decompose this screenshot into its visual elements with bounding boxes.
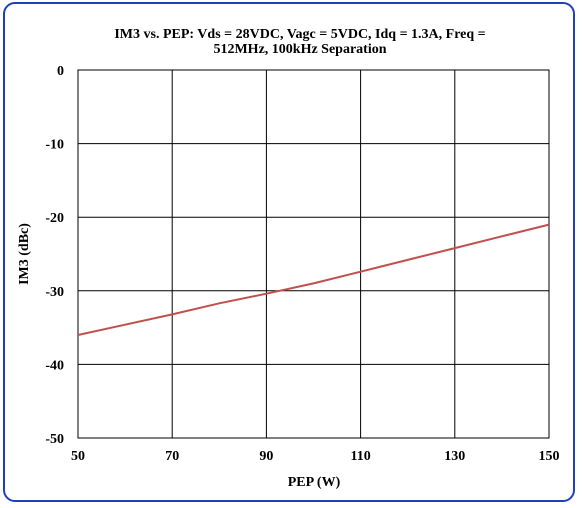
x-tick-label-5: 150 [539, 449, 560, 464]
y-tick-label-2: -20 [45, 211, 64, 226]
x-tick-label-0: 50 [71, 449, 85, 464]
chart-title-line2: 512MHz, 100kHz Separation [213, 42, 386, 57]
x-tick-labels: 50 70 90 110 130 150 [71, 449, 560, 464]
y-axis-label: IM3 (dBc) [17, 223, 32, 285]
y-tick-labels: 0 -10 -20 -30 -40 -50 [45, 64, 64, 447]
y-tick-label-5: -50 [45, 432, 64, 447]
plot-area-border [77, 69, 550, 439]
series-line-0 [77, 223, 550, 336]
series-group [77, 223, 550, 336]
y-tick-label-1: -10 [45, 138, 64, 153]
chart-title-line1: IM3 vs. PEP: Vds = 28VDC, Vagc = 5VDC, I… [114, 27, 485, 42]
x-tick-label-3: 110 [350, 449, 370, 464]
y-tick-label-3: -30 [45, 285, 64, 300]
x-tick-label-4: 130 [444, 449, 465, 464]
chart-frame [3, 2, 575, 502]
x-axis-label: PEP (W) [288, 475, 341, 490]
x-tick-label-1: 70 [165, 449, 179, 464]
x-tick-label-2: 90 [259, 449, 273, 464]
grid-lines [77, 69, 550, 439]
y-tick-label-4: -40 [45, 358, 64, 373]
y-tick-label-0: 0 [57, 64, 64, 79]
